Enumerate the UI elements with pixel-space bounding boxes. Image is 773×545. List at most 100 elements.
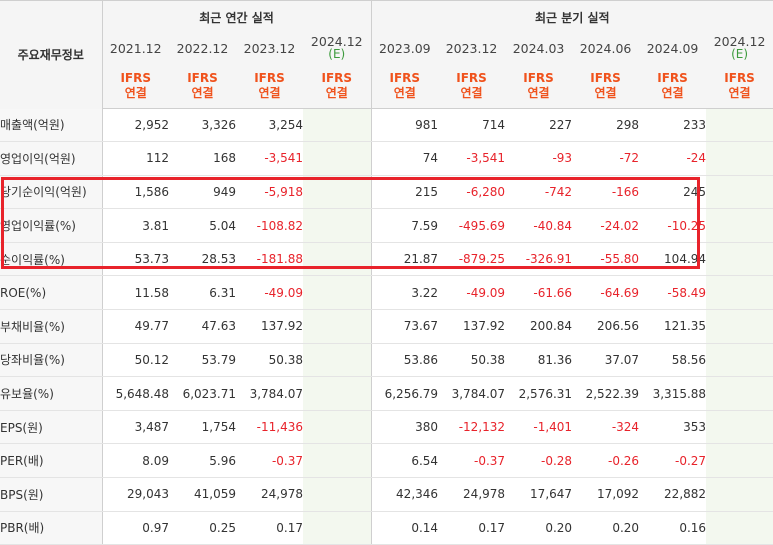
value-cell: 2,576.31 [505,376,573,411]
value-cell [303,410,372,445]
ifrs-header: IFRS 연결 [102,63,169,109]
value-cell [303,477,372,512]
period-header: 2023.09 [371,33,439,63]
consolidated-label: 연결 [124,85,147,100]
value-cell: -6,280 [438,175,506,210]
value-cell: -0.26 [572,443,640,479]
period-header: 2022.12 [169,33,236,63]
value-cell: 0.20 [505,511,573,545]
value-cell: 137.92 [236,309,303,344]
value-cell: -93 [505,141,573,176]
value-cell: 3,315.88 [639,376,707,411]
table-row: 순이익률(%) 53.73 28.53 -181.88 21.87 -879.25 -326… [0,242,773,277]
value-cell: -11,436 [236,410,303,445]
value-cell: -3,541 [438,141,506,176]
annual-group-header: 최근 연간 실적 [102,0,372,33]
value-cell: 0.16 [639,511,707,545]
value-cell: 3,784.07 [438,376,506,411]
value-cell: 0.14 [371,511,439,545]
value-cell: 0.97 [102,511,169,545]
value-cell: 5.96 [169,443,236,479]
table-row: ROE(%) 11.58 6.31 -49.09 3.22 -49.09 -61.66 -64… [0,275,773,311]
value-cell: 6.31 [169,275,236,311]
ifrs-label: IFRS [523,70,554,85]
value-cell: 137.92 [438,309,506,344]
period-label: 2024.03 [512,40,565,56]
row-label: EPS(원) [0,410,103,445]
row-label: 당좌비율(%) [0,343,103,378]
value-cell: 29,043 [102,477,169,512]
value-cell [303,175,372,210]
value-cell [706,443,773,479]
value-cell: 8.09 [102,443,169,479]
value-cell: -3,541 [236,141,303,176]
value-cell: -326.91 [505,242,573,277]
ifrs-label: IFRS [657,70,688,85]
value-cell: 2,522.39 [572,376,640,411]
ifrs-header: IFRS 연결 [303,63,372,109]
period-label: 2024.09 [646,40,699,56]
value-cell: 0.20 [572,511,640,545]
value-cell [706,275,773,311]
value-cell: 380 [371,410,439,445]
consolidated-label: 연결 [527,85,550,100]
value-cell: 981 [371,108,439,143]
value-cell [303,141,372,176]
consolidated-label: 연결 [258,85,281,100]
value-cell: 3,784.07 [236,376,303,411]
value-cell: 233 [639,108,707,143]
value-cell [706,309,773,344]
value-cell: -24 [639,141,707,176]
ifrs-header: IFRS 연결 [706,63,773,109]
value-cell: -0.37 [236,443,303,479]
ifrs-header-row: IFRS 연결 IFRS 연결 IFRS 연결 IFRS 연결 IFRS 연결 IFRS 연결 IFRS… [0,63,773,109]
value-cell: -55.80 [572,242,640,277]
value-cell: 50.12 [102,343,169,378]
value-cell: 245 [639,175,707,210]
value-cell [303,275,372,311]
value-cell: -0.37 [438,443,506,479]
value-cell: 41,059 [169,477,236,512]
value-cell: -49.09 [438,275,506,311]
value-cell: 6.54 [371,443,439,479]
row-label: 당기순이익(억원) [0,175,103,210]
value-cell: -61.66 [505,275,573,311]
consolidated-label: 연결 [728,85,751,100]
value-cell: -181.88 [236,242,303,277]
period-header: 2024.06 [572,33,640,63]
consolidated-label: 연결 [661,85,684,100]
value-cell: 42,346 [371,477,439,512]
row-label: 부채비율(%) [0,309,103,344]
ifrs-header: IFRS 연결 [505,63,573,109]
ifrs-header: IFRS 연결 [639,63,707,109]
value-cell: -324 [572,410,640,445]
table-row: 당좌비율(%) 50.12 53.79 50.38 53.86 50.38 81.36 37.… [0,343,773,378]
estimate-marker: (E) [731,47,749,61]
value-cell: 1,586 [102,175,169,210]
value-cell [303,208,372,243]
value-cell: 949 [169,175,236,210]
value-cell: 200.84 [505,309,573,344]
value-cell: -72 [572,141,640,176]
ifrs-label: IFRS [590,70,621,85]
consolidated-label: 연결 [460,85,483,100]
period-header: 2023.12 [236,33,303,63]
value-cell: 24,978 [236,477,303,512]
value-cell: 714 [438,108,506,143]
value-cell: 3,326 [169,108,236,143]
period-header: 2024.12 (E) [303,33,372,63]
value-cell: 81.36 [505,343,573,378]
period-header-row: 2021.12 2022.12 2023.12 2024.12 (E) 2023.09 20… [0,33,773,63]
value-cell [303,443,372,479]
value-cell: 11.58 [102,275,169,311]
period-label: 2023.12 [243,40,296,56]
value-cell: 1,754 [169,410,236,445]
value-cell: 17,092 [572,477,640,512]
value-cell: -495.69 [438,208,506,243]
ifrs-label: IFRS [120,70,152,85]
value-cell [706,511,773,545]
period-header: 2024.03 [505,33,573,63]
value-cell [706,376,773,411]
value-cell: -879.25 [438,242,506,277]
period-label: 2024.12 [310,34,363,49]
